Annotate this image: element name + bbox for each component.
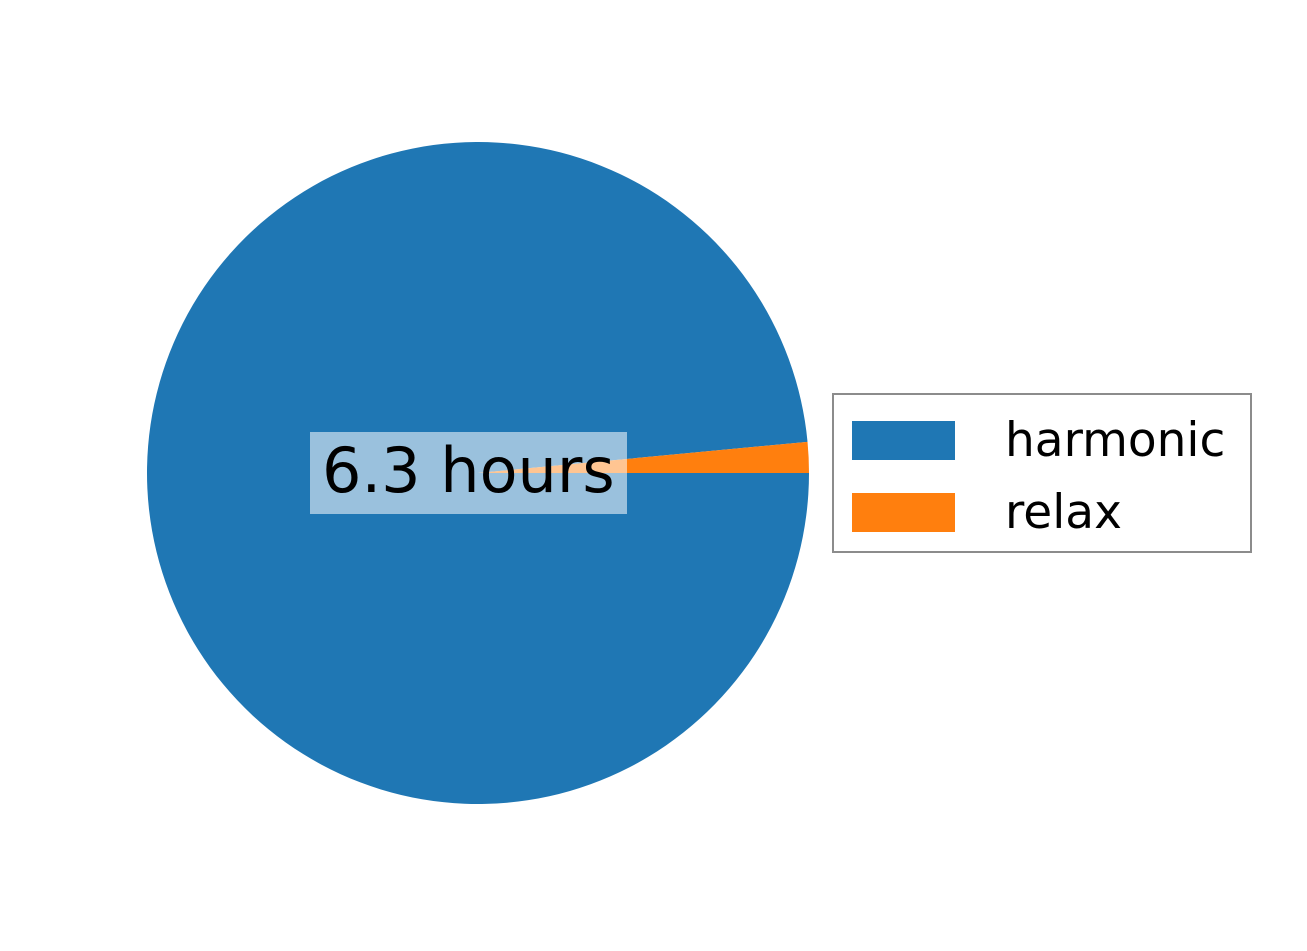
legend-label-relax: relax bbox=[1005, 484, 1122, 540]
legend-swatch-harmonic bbox=[852, 420, 955, 460]
legend-item-harmonic[interactable]: harmonic bbox=[834, 403, 1250, 477]
legend-label-harmonic: harmonic bbox=[1005, 412, 1226, 468]
pie-slice-label-harmonic: 6.3 hours bbox=[310, 432, 627, 514]
chart-legend: harmonic relax bbox=[832, 393, 1252, 553]
legend-swatch-relax bbox=[852, 492, 955, 532]
legend-item-relax[interactable]: relax bbox=[834, 475, 1250, 549]
